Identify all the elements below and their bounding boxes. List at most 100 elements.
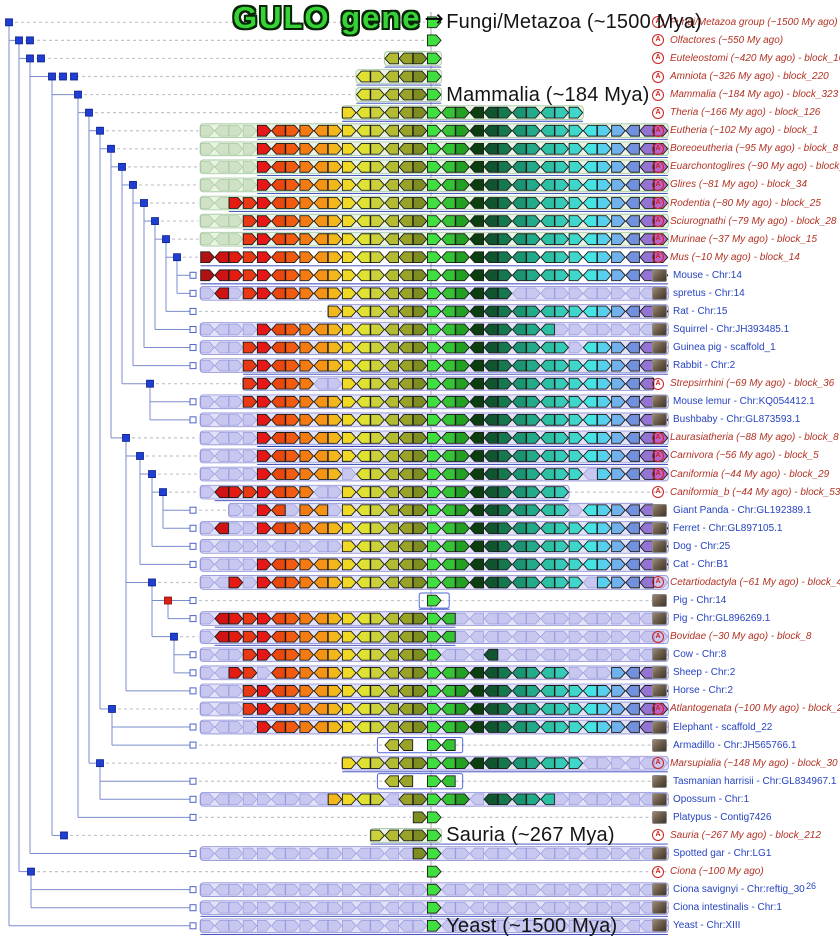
gene-arrow[interactable]: [597, 522, 612, 535]
unlinked-gene-arrow[interactable]: [228, 883, 244, 896]
gene-arrow[interactable]: [455, 540, 470, 553]
gene-arrow[interactable]: [483, 341, 499, 354]
gene-arrow[interactable]: [228, 486, 244, 498]
unlinked-gene-arrow[interactable]: [214, 341, 229, 354]
gene-arrow[interactable]: [497, 522, 513, 535]
gene-arrow[interactable]: [370, 540, 385, 553]
gene-arrow[interactable]: [440, 359, 456, 372]
unlinked-gene-arrow[interactable]: [554, 920, 570, 932]
gene-arrow[interactable]: [327, 576, 343, 589]
gene-arrow[interactable]: [370, 323, 385, 336]
gene-arrow[interactable]: [370, 142, 385, 155]
gene-arrow[interactable]: [597, 161, 612, 173]
gene-arrow[interactable]: [611, 395, 626, 408]
gene-arrow[interactable]: [256, 323, 272, 336]
gene-arrow[interactable]: [483, 106, 499, 119]
unlinked-gene-arrow[interactable]: [228, 793, 244, 806]
gene-arrow[interactable]: [398, 685, 414, 697]
unlinked-gene-arrow[interactable]: [200, 124, 215, 137]
unlinked-gene-arrow[interactable]: [568, 667, 584, 679]
unlinked-gene-arrow[interactable]: [625, 847, 640, 860]
gene-arrow[interactable]: [384, 666, 399, 679]
gene-arrow[interactable]: [611, 359, 626, 372]
gene-arrow[interactable]: [299, 450, 315, 462]
unlinked-gene-arrow[interactable]: [285, 847, 300, 860]
gene-arrow[interactable]: [540, 395, 555, 408]
unlinked-gene-arrow[interactable]: [526, 630, 541, 643]
row-label-text[interactable]: Giant Panda - Chr:GL192389.1: [673, 504, 812, 516]
gene-arrow[interactable]: [554, 269, 570, 282]
gene-arrow[interactable]: [511, 468, 527, 480]
gene-arrow[interactable]: [611, 504, 626, 517]
gene-arrow[interactable]: [440, 106, 456, 119]
gene-arrow[interactable]: [299, 124, 315, 137]
gene-arrow[interactable]: [341, 612, 357, 625]
unlinked-gene-arrow[interactable]: [597, 793, 612, 806]
gene-arrow[interactable]: [554, 522, 570, 535]
unlinked-gene-arrow[interactable]: [242, 161, 258, 173]
gene-arrow[interactable]: [455, 413, 470, 426]
gene-arrow[interactable]: [483, 666, 499, 679]
gene-arrow[interactable]: [256, 215, 272, 227]
tree-leaf-node[interactable]: [189, 813, 197, 821]
gene-arrow[interactable]: [625, 269, 640, 282]
tree-node[interactable]: [96, 126, 104, 135]
gene-arrow[interactable]: [455, 305, 470, 318]
gene-arrow[interactable]: [384, 504, 399, 517]
gene-arrow[interactable]: [568, 558, 584, 571]
gene-arrow[interactable]: [540, 341, 555, 354]
gene-arrow[interactable]: [540, 666, 555, 679]
gene-arrow[interactable]: [341, 793, 357, 806]
gulo-gene-arrow[interactable]: [426, 558, 442, 571]
gene-arrow[interactable]: [384, 142, 399, 155]
gene-arrow[interactable]: [483, 721, 499, 733]
gene-arrow[interactable]: [483, 305, 499, 318]
gene-arrow[interactable]: [540, 251, 555, 264]
gene-arrow[interactable]: [611, 269, 626, 282]
unlinked-gene-arrow[interactable]: [271, 793, 286, 806]
gene-arrow[interactable]: [455, 124, 470, 137]
gene-arrow[interactable]: [242, 666, 258, 679]
unlinked-gene-arrow[interactable]: [441, 901, 456, 914]
unlinked-gene-arrow[interactable]: [200, 396, 215, 408]
gulo-gene-arrow[interactable]: [426, 88, 442, 101]
gene-arrow[interactable]: [568, 269, 584, 282]
gene-arrow[interactable]: [270, 251, 286, 264]
unlinked-gene-arrow[interactable]: [228, 920, 244, 932]
gene-arrow[interactable]: [483, 215, 499, 227]
unlinked-gene-arrow[interactable]: [228, 468, 244, 480]
gene-arrow[interactable]: [412, 558, 428, 571]
gene-arrow[interactable]: [554, 359, 570, 372]
gene-arrow[interactable]: [611, 576, 626, 589]
gene-arrow[interactable]: [299, 287, 315, 300]
unlinked-gene-arrow[interactable]: [200, 920, 215, 932]
gene-arrow[interactable]: [313, 685, 329, 697]
gene-arrow[interactable]: [327, 522, 343, 535]
gene-arrow[interactable]: [469, 721, 484, 733]
unlinked-gene-arrow[interactable]: [242, 414, 258, 426]
gene-arrow[interactable]: [497, 341, 513, 354]
gene-arrow[interactable]: [582, 359, 598, 372]
gene-arrow[interactable]: [398, 612, 414, 625]
unlinked-gene-arrow[interactable]: [398, 920, 414, 932]
gene-arrow[interactable]: [526, 377, 541, 390]
row-label-text[interactable]: Cow - Chr:8: [673, 649, 727, 661]
gene-arrow[interactable]: [526, 197, 541, 209]
unlinked-gene-arrow[interactable]: [540, 920, 555, 932]
unlinked-gene-arrow[interactable]: [285, 540, 300, 553]
gulo-gene-arrow[interactable]: [426, 450, 442, 462]
gene-arrow[interactable]: [625, 666, 640, 679]
gene-arrow[interactable]: [313, 395, 329, 408]
unlinked-gene-arrow[interactable]: [200, 287, 215, 300]
gene-arrow[interactable]: [384, 685, 399, 697]
unlinked-gene-arrow[interactable]: [597, 649, 612, 661]
unlinked-gene-arrow[interactable]: [597, 757, 612, 769]
gene-arrow[interactable]: [455, 251, 470, 264]
gene-arrow[interactable]: [384, 829, 399, 842]
gene-arrow[interactable]: [313, 558, 329, 571]
gene-arrow[interactable]: [313, 666, 329, 679]
gulo-gene-arrow[interactable]: [426, 16, 442, 29]
gene-arrow[interactable]: [341, 486, 357, 498]
gene-arrow[interactable]: [384, 88, 399, 101]
gulo-gene-arrow[interactable]: [426, 829, 442, 842]
